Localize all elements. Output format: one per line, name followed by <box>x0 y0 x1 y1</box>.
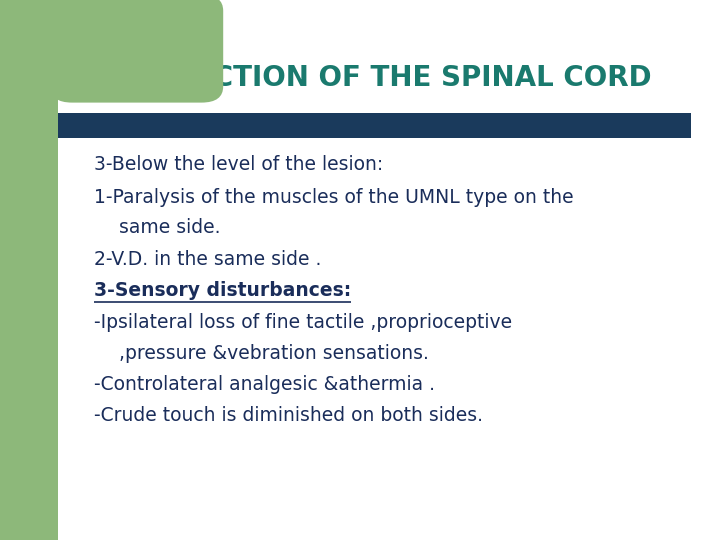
Text: ,pressure &vebration sensations.: ,pressure &vebration sensations. <box>119 344 428 363</box>
Text: 1-Paralysis of the muscles of the UMNL type on the: 1-Paralysis of the muscles of the UMNL t… <box>94 187 573 207</box>
Text: 3-Sensory disturbances:: 3-Sensory disturbances: <box>94 281 351 300</box>
Text: 3-Below the level of the lesion:: 3-Below the level of the lesion: <box>94 155 383 174</box>
Text: -Crude touch is diminished on both sides.: -Crude touch is diminished on both sides… <box>94 406 482 426</box>
Text: -Ipsilateral loss of fine tactile ,proprioceptive: -Ipsilateral loss of fine tactile ,propr… <box>94 313 512 333</box>
Text: HEMISECTION OF THE SPINAL CORD: HEMISECTION OF THE SPINAL CORD <box>94 64 651 92</box>
Text: 2-V.D. in the same side .: 2-V.D. in the same side . <box>94 249 321 269</box>
Text: same side.: same side. <box>119 218 220 238</box>
Text: -Controlateral analgesic &athermia .: -Controlateral analgesic &athermia . <box>94 375 435 394</box>
